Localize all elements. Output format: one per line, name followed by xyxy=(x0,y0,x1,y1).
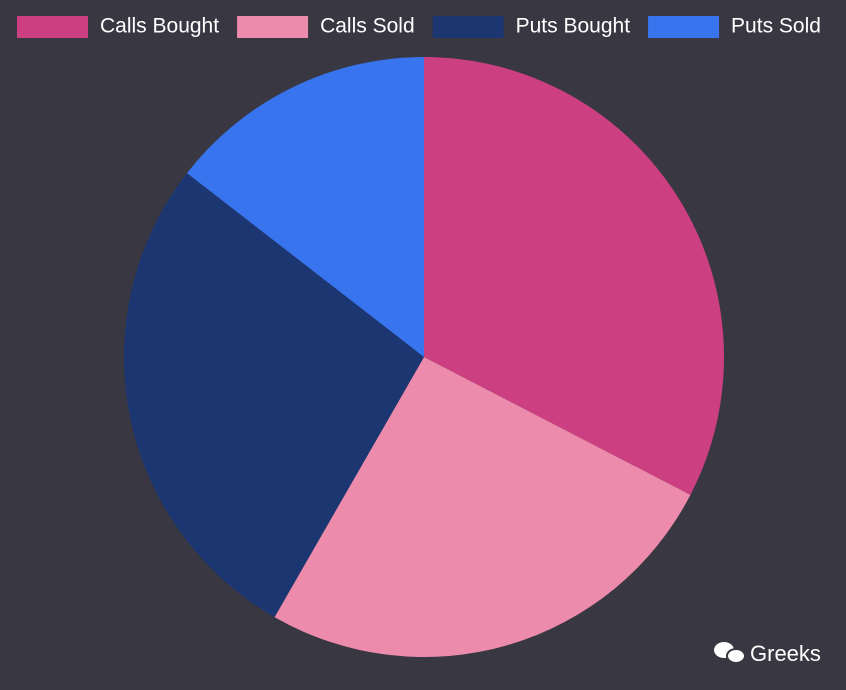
watermark: Greeks xyxy=(750,641,821,666)
watermark-icon xyxy=(714,642,746,664)
legend-swatch xyxy=(648,16,720,38)
legend-label: Calls Bought xyxy=(100,15,219,38)
legend-label: Calls Sold xyxy=(320,15,415,38)
pie-slice xyxy=(186,57,424,357)
legend-swatch xyxy=(432,16,504,38)
legend-label: Puts Bought xyxy=(516,15,631,38)
legend-label: Puts Sold xyxy=(731,15,821,38)
legend-swatch xyxy=(237,16,309,38)
legend-swatch xyxy=(17,16,88,38)
pie-slice xyxy=(274,357,691,657)
pie-slice xyxy=(424,57,724,495)
pie-slice xyxy=(123,173,425,618)
